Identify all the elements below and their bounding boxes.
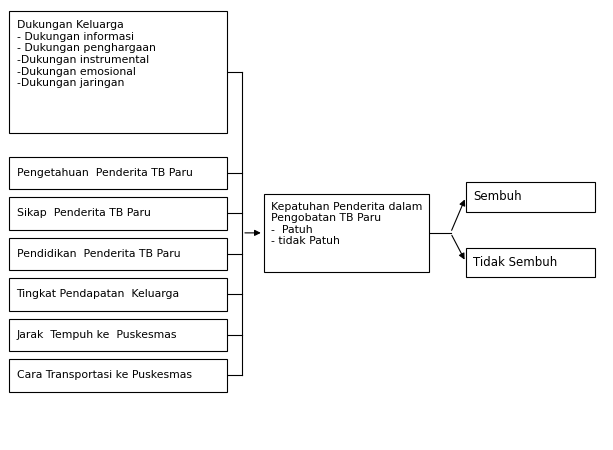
- FancyBboxPatch shape: [9, 278, 227, 310]
- Text: Tidak Sembuh: Tidak Sembuh: [473, 256, 557, 269]
- Text: Pengetahuan  Penderita TB Paru: Pengetahuan Penderita TB Paru: [17, 168, 192, 178]
- FancyBboxPatch shape: [264, 194, 429, 272]
- FancyBboxPatch shape: [9, 11, 227, 133]
- FancyBboxPatch shape: [9, 319, 227, 351]
- FancyBboxPatch shape: [9, 157, 227, 189]
- Text: Tingkat Pendapatan  Keluarga: Tingkat Pendapatan Keluarga: [17, 289, 180, 299]
- FancyBboxPatch shape: [9, 359, 227, 392]
- Text: Sikap  Penderita TB Paru: Sikap Penderita TB Paru: [17, 208, 150, 218]
- Text: Pendidikan  Penderita TB Paru: Pendidikan Penderita TB Paru: [17, 249, 180, 259]
- Text: Cara Transportasi ke Puskesmas: Cara Transportasi ke Puskesmas: [17, 370, 191, 380]
- Text: Dukungan Keluarga
- Dukungan informasi
- Dukungan penghargaan
-Dukungan instrume: Dukungan Keluarga - Dukungan informasi -…: [17, 20, 156, 88]
- FancyBboxPatch shape: [9, 197, 227, 230]
- Text: Sembuh: Sembuh: [473, 190, 522, 203]
- FancyBboxPatch shape: [9, 238, 227, 270]
- Text: Jarak  Tempuh ke  Puskesmas: Jarak Tempuh ke Puskesmas: [17, 330, 177, 340]
- Text: Kepatuhan Penderita dalam
Pengobatan TB Paru
-  Patuh
- tidak Patuh: Kepatuhan Penderita dalam Pengobatan TB …: [271, 202, 422, 247]
- FancyBboxPatch shape: [466, 182, 595, 211]
- FancyBboxPatch shape: [466, 248, 595, 277]
